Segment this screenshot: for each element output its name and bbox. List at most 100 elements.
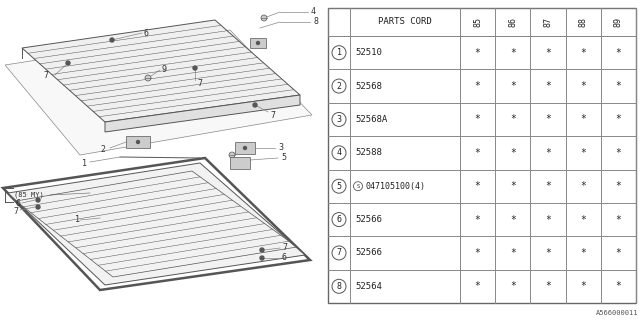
Polygon shape [5,30,312,155]
Text: *: * [510,115,516,124]
Text: 7: 7 [282,244,287,252]
Text: 047105100(4): 047105100(4) [365,182,425,191]
Text: *: * [475,181,481,191]
Polygon shape [22,20,300,122]
Text: 3: 3 [278,143,283,153]
Text: *: * [616,81,621,91]
Text: 3: 3 [337,115,342,124]
Bar [328,8,636,36]
Text: *: * [510,248,516,258]
Text: 5: 5 [337,182,342,191]
Text: *: * [580,115,586,124]
Text: *: * [510,81,516,91]
Text: *: * [580,48,586,58]
Text: *: * [475,115,481,124]
Text: *: * [616,148,621,158]
Text: 6: 6 [337,215,342,224]
Text: *: * [510,215,516,225]
Circle shape [260,248,264,252]
Circle shape [253,103,257,107]
Text: 2: 2 [100,146,105,155]
Circle shape [66,61,70,65]
Polygon shape [250,38,266,48]
Text: *: * [510,281,516,291]
Text: *: * [545,81,551,91]
Text: 52566: 52566 [355,248,382,257]
Circle shape [261,15,267,21]
Text: *: * [510,181,516,191]
Text: *: * [510,48,516,58]
Text: *: * [580,81,586,91]
Text: *: * [580,248,586,258]
Text: *: * [475,148,481,158]
Text: *: * [545,115,551,124]
Text: 4: 4 [337,148,342,157]
Text: 52564: 52564 [355,282,382,291]
Text: 86: 86 [508,17,517,27]
Circle shape [36,205,40,209]
Text: *: * [616,248,621,258]
Text: 8: 8 [337,282,342,291]
Text: *: * [616,281,621,291]
Text: 85: 85 [473,17,482,27]
Text: 7: 7 [43,70,48,79]
Text: 1: 1 [82,158,87,167]
Text: *: * [475,215,481,225]
Text: 52568: 52568 [355,82,382,91]
Text: 52510: 52510 [355,48,382,57]
Text: 89: 89 [614,17,623,27]
Text: *: * [616,115,621,124]
Text: PARTS CORD: PARTS CORD [378,18,432,27]
Text: *: * [545,148,551,158]
Text: *: * [475,248,481,258]
Text: 2: 2 [337,82,342,91]
Text: 1: 1 [337,48,342,57]
Polygon shape [8,163,305,285]
Text: 7: 7 [270,110,275,119]
Text: 7: 7 [13,206,18,215]
Text: 52588: 52588 [355,148,382,157]
Text: 5: 5 [281,154,286,163]
Text: 6: 6 [282,253,287,262]
Text: *: * [545,215,551,225]
Circle shape [260,256,264,260]
Text: 52568A: 52568A [355,115,387,124]
Circle shape [229,152,235,158]
Text: 6: 6 [144,28,149,37]
Text: *: * [545,181,551,191]
Text: *: * [545,48,551,58]
Text: A566000011: A566000011 [595,310,638,316]
Text: 52566: 52566 [355,215,382,224]
Text: *: * [616,181,621,191]
Polygon shape [230,157,250,169]
Circle shape [36,198,40,202]
Text: 8: 8 [313,18,318,27]
Text: *: * [616,215,621,225]
Text: *: * [580,281,586,291]
Circle shape [257,42,259,44]
Text: *: * [475,81,481,91]
Text: *: * [580,181,586,191]
Text: *: * [475,281,481,291]
Text: (85 MY): (85 MY) [14,192,44,198]
Text: 88: 88 [579,17,588,27]
Text: *: * [580,215,586,225]
Text: *: * [545,281,551,291]
Text: S: S [356,184,360,189]
Circle shape [136,140,140,143]
Text: 87: 87 [543,17,552,27]
Text: 6: 6 [15,199,20,209]
Polygon shape [105,95,300,132]
Polygon shape [235,142,255,154]
Text: 7: 7 [337,248,342,257]
Text: *: * [475,48,481,58]
Text: 7: 7 [197,78,202,87]
Circle shape [243,147,246,149]
Circle shape [193,66,197,70]
Text: *: * [510,148,516,158]
Polygon shape [126,136,150,148]
Text: *: * [580,148,586,158]
Circle shape [145,75,151,81]
Bar [328,8,636,303]
Text: 1: 1 [75,215,80,225]
